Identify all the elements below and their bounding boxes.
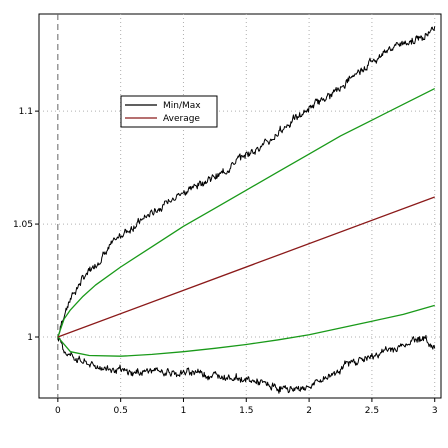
x-tick-label: 0	[55, 406, 61, 416]
x-tick-label: 2.5	[365, 406, 379, 416]
series-line-upper-band	[57, 87, 436, 338]
legend-label: Min/Max	[163, 101, 201, 111]
x-tick-label: 0.5	[113, 406, 127, 416]
x-tick-label: 1.5	[239, 406, 253, 416]
y-tick-label: 1	[27, 333, 33, 343]
legend-label: Average	[163, 114, 200, 124]
x-tick-label: 2	[306, 406, 312, 416]
legend-box	[120, 95, 218, 128]
x-tick-label: 3	[432, 406, 438, 416]
series-line-lower-band	[57, 304, 435, 357]
series-line-average	[57, 196, 435, 338]
plot-frame	[38, 13, 442, 399]
series-line-max	[57, 26, 436, 338]
y-tick-label: 1.1	[19, 107, 33, 117]
series-line-min	[57, 334, 436, 394]
y-tick-label: 1.05	[13, 220, 33, 230]
x-tick-label: 1	[181, 406, 187, 416]
